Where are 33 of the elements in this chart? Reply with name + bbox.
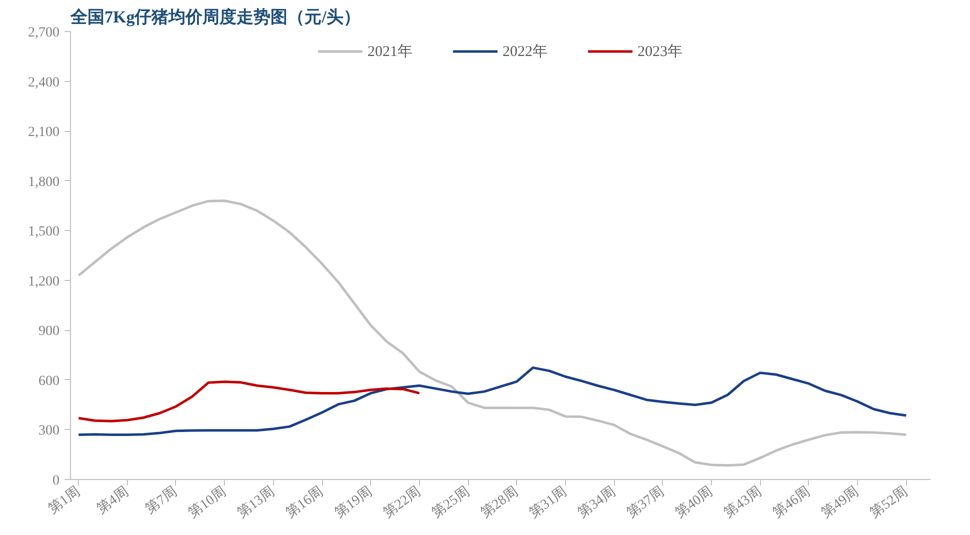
line-series [77,380,421,422]
x-tick-label: 第28周 [478,484,522,522]
y-tick-label: 1,500 [28,224,60,240]
line-series [77,366,908,436]
y-tick-label: 300 [38,424,60,439]
x-tick-label: 第22周 [380,484,424,522]
legend-label: 2021年 [368,42,412,60]
x-tick-label: 第19周 [332,484,376,522]
x-tick-label: 第4周 [94,484,132,518]
x-tick-label: 第37周 [624,484,668,522]
y-tick-label: 1,800 [28,174,60,190]
x-tick-label: 第52周 [867,484,911,522]
y-tick-label: 2,100 [28,125,60,140]
x-tick-label: 第13周 [234,484,278,522]
y-tick-label: 900 [38,324,60,340]
chart-title: 全国7Kg仔猪均价周度走势图（元/头） [70,8,360,26]
x-tick-label: 第10周 [186,484,230,522]
legend-label: 2022年 [502,42,548,60]
y-tick-label: 600 [38,374,60,389]
x-tick-label: 第7周 [142,484,180,518]
y-tick-label: 2,700 [28,26,60,40]
x-tick-label: 第25周 [429,484,472,522]
legend-label: 2023年 [638,42,682,60]
x-tick-label: 第34周 [575,484,618,522]
x-tick-label: 第40周 [672,484,716,522]
line-series [77,199,908,467]
y-tick-label: 2,400 [28,75,60,90]
x-tick-label: 第43周 [721,484,765,522]
x-tick-label: 第46周 [770,484,814,522]
y-tick-label: 1,200 [28,274,60,290]
x-tick-label: 第31周 [526,484,570,522]
x-tick-label: 第49周 [818,484,862,522]
x-tick-label: 第16周 [283,484,326,522]
